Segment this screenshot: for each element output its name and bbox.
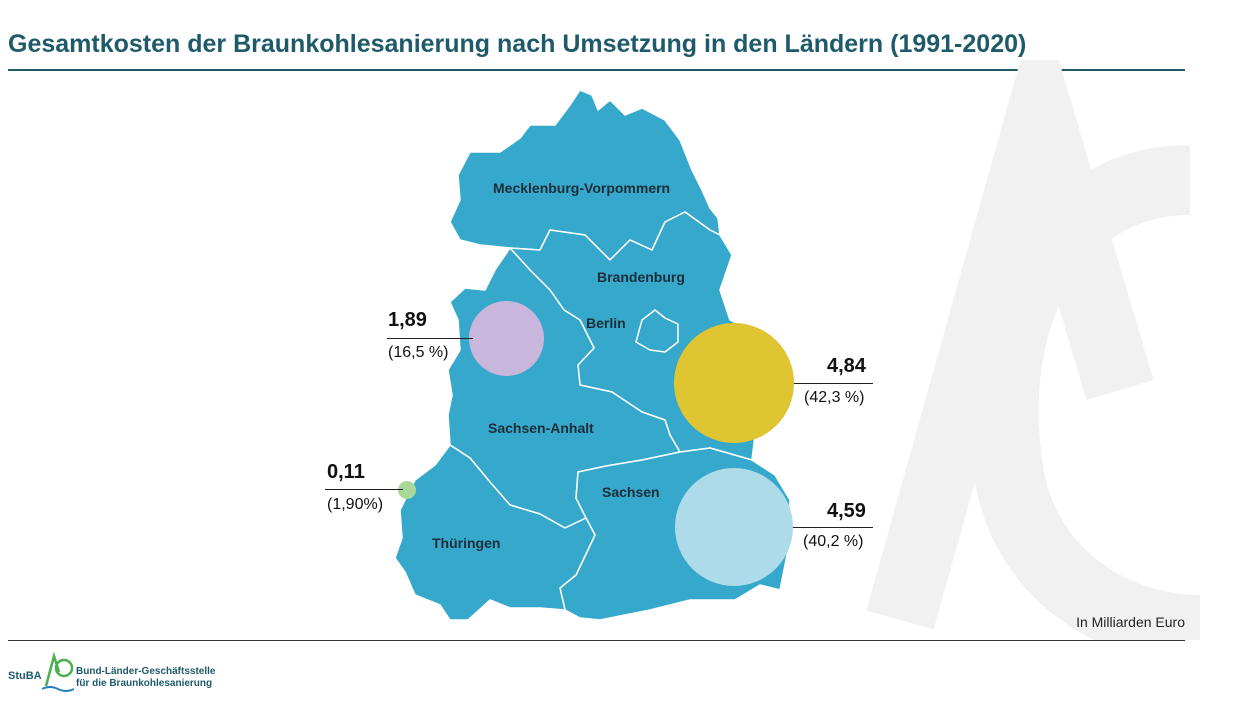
logo-line-2: für die Braunkohlesanierung — [76, 678, 213, 689]
value-thueringen: 0,11 — [327, 461, 365, 483]
value-sachsen-anhalt: 1,89 — [388, 309, 427, 331]
label-sachsen-anhalt: Sachsen-Anhalt — [488, 420, 594, 436]
bubble-sachsen-anhalt — [469, 301, 544, 376]
share-sachsen-anhalt: (16,5 %) — [388, 344, 449, 361]
label-mecklenburg-vorpommern: Mecklenburg-Vorpommern — [493, 180, 671, 196]
bubble-brandenburg — [674, 323, 794, 443]
leader-line-sachsen-anhalt — [387, 338, 473, 339]
leader-line-brandenburg — [794, 383, 873, 384]
page-title: Gesamtkosten der Braunkohlesanierung nac… — [8, 30, 1027, 58]
bubble-sachsen — [675, 468, 793, 586]
logo-abbreviation: StuBA — [8, 670, 42, 682]
share-thueringen: (1,90%) — [327, 496, 384, 513]
logo-text: Bund-Länder-Geschäftsstelle für die Brau… — [76, 666, 215, 690]
watermark-logo-icon — [866, 60, 1202, 640]
tree-logo-icon — [42, 652, 74, 692]
label-sachsen: Sachsen — [602, 484, 660, 500]
bubble-thueringen — [398, 481, 416, 499]
share-brandenburg: (42,3 %) — [804, 389, 865, 406]
region-thueringen — [394, 444, 596, 621]
value-brandenburg: 4,84 — [827, 355, 866, 377]
title-divider — [8, 69, 1185, 71]
region-berlin — [635, 309, 679, 353]
share-sachsen: (40,2 %) — [803, 533, 864, 550]
logo-line-1: Bund-Länder-Geschäftsstelle — [76, 666, 216, 677]
unit-note: In Milliarden Euro — [1076, 614, 1185, 630]
leader-line-sachsen — [793, 527, 873, 528]
leader-line-thueringen — [325, 489, 403, 490]
label-brandenburg: Brandenburg — [597, 269, 685, 285]
label-thueringen: Thüringen — [432, 535, 501, 551]
label-berlin: Berlin — [586, 315, 626, 331]
footer-divider — [8, 640, 1185, 641]
stuba-logo: StuBA Bund-Länder-Geschäftsstelle für di… — [8, 652, 233, 696]
value-sachsen: 4,59 — [827, 500, 866, 522]
